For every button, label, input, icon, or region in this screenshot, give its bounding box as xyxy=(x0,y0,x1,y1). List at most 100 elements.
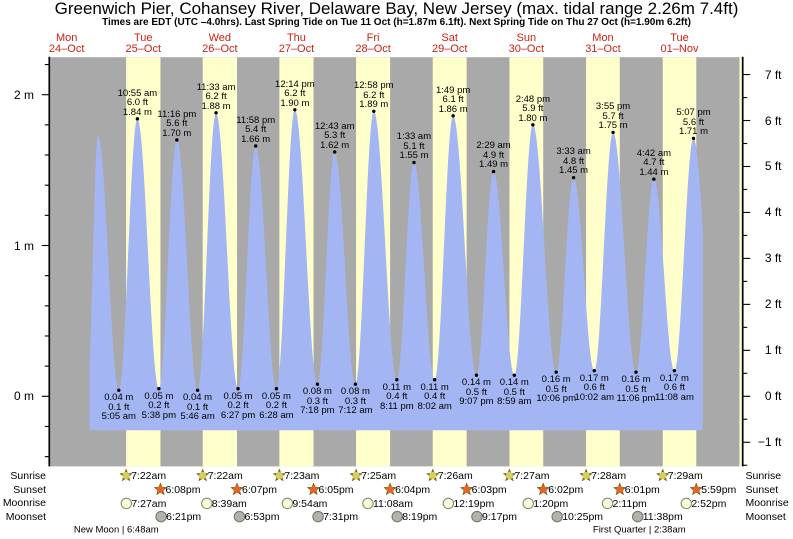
sunset-time: 6:03pm xyxy=(471,484,507,496)
sunset-icon xyxy=(459,482,474,496)
sunrise-time: 7:29am xyxy=(667,470,703,483)
moonset-icon xyxy=(551,510,563,523)
low-tide-time: 9:07 pm xyxy=(459,396,494,408)
sunrise-icon xyxy=(655,468,670,482)
sunset-time: 6:05pm xyxy=(318,484,354,496)
high-tide-height_m: 1.62 m xyxy=(320,139,350,151)
row-label-moonset-left: Moonset xyxy=(5,510,46,523)
low-tide-time: 7:18 pm xyxy=(300,405,335,417)
moonrise-icon xyxy=(281,497,294,510)
sunrise-icon xyxy=(119,468,133,482)
low-tide-height_ft: 0.4 ft xyxy=(424,391,446,403)
high-tide-annotation: 1:49 pm 6.1 ft 1.86 m xyxy=(436,86,470,115)
moon-phase-caption: First Quarter | 2:38am xyxy=(592,524,686,535)
low-tide-height_ft: 0.2 ft xyxy=(227,400,249,412)
high-tide-time: 11:33 am xyxy=(196,81,236,93)
low-tide-time: 7:12 am xyxy=(338,405,373,417)
sunset-time: 6:04pm xyxy=(395,484,431,496)
low-tide-dot xyxy=(117,388,121,392)
high-tide-annotation: 3:33 am 4.8 ft 1.45 m xyxy=(556,147,590,176)
day-label-date: 26–Oct xyxy=(202,43,238,55)
low-tide-height_m: 0.05 m xyxy=(223,390,253,402)
sunrise-icon xyxy=(502,468,517,482)
moonrise-icon xyxy=(120,497,133,510)
sunset-icon xyxy=(612,482,627,496)
row-label-moonset-right: Moonset xyxy=(745,510,786,523)
moonrise-time: 9:54am xyxy=(292,497,328,510)
moonset-icon xyxy=(233,510,246,523)
low-tide-annotation: 0.17 m 0.6 ft 11:08 am xyxy=(655,374,694,403)
moonrise-time: 1:20pm xyxy=(533,497,569,510)
high-tide-height_m: 1.70 m xyxy=(162,127,192,139)
y-axis-label-ft: 5 ft xyxy=(764,159,782,174)
y-axis-label-m: 0 m xyxy=(13,389,34,404)
day-label-date: 01–Nov xyxy=(660,43,699,55)
high-tide-height_m: 1.45 m xyxy=(559,165,589,177)
y-axis-label-ft: −1 ft xyxy=(757,435,782,450)
high-tide-dot xyxy=(691,136,696,141)
day-label: Wed 26–Oct xyxy=(202,32,238,56)
high-tide-dot xyxy=(175,138,179,142)
sunrise-icon xyxy=(195,468,210,482)
row-label-moonrise-right: Moonrise xyxy=(745,497,789,510)
low-tide-height_ft: 0.1 ft xyxy=(187,401,209,413)
day-label-dow: Thu xyxy=(286,31,306,44)
moonrise-time: 8:39am xyxy=(211,497,247,510)
high-tide-dot xyxy=(491,169,496,174)
low-tide-annotation: 0.05 m 0.2 ft 6:27 pm xyxy=(221,392,255,421)
sunset-icon-disc xyxy=(156,485,165,494)
low-tide-dot xyxy=(395,378,399,382)
low-tide-height_m: 0.04 m xyxy=(104,392,134,404)
high-tide-dot xyxy=(253,144,258,148)
row-label-moonrise-left: Moonrise xyxy=(2,497,46,510)
moonset-time: 6:21pm xyxy=(166,511,202,524)
low-tide-height_m: 0.05 m xyxy=(144,390,174,402)
high-tide-annotation: 3:55 pm 5.7 ft 1.75 m xyxy=(596,102,630,131)
moonset-icon xyxy=(631,510,644,523)
moonrise-icon xyxy=(442,497,455,510)
low-tide-height_ft: 0.5 ft xyxy=(625,383,647,395)
high-tide-height_ft: 6.2 ft xyxy=(284,88,306,100)
low-tide-time: 6:28 am xyxy=(259,409,294,421)
low-tide-annotation: 0.05 m 0.2 ft 6:28 am xyxy=(259,392,293,421)
low-tide-dot xyxy=(672,368,677,373)
high-tide-annotation: 10:55 am 6.0 ft 1.84 m xyxy=(118,89,158,118)
low-tide-dot xyxy=(157,387,161,391)
low-tide-height_m: 0.04 m xyxy=(183,392,213,404)
day-label-dow: Tue xyxy=(133,31,153,44)
moonset-time: 9:17pm xyxy=(481,511,517,524)
low-tide-dot xyxy=(592,368,596,373)
low-tide-time: 6:27 pm xyxy=(220,409,256,421)
low-tide-time: 10:06 pm xyxy=(536,393,576,405)
low-tide-height_ft: 0.3 ft xyxy=(344,395,366,407)
high-tide-time: 12:58 pm xyxy=(353,80,394,92)
sunset-time: 6:02pm xyxy=(548,484,584,496)
day-label-date: 29–Oct xyxy=(431,43,468,55)
sunrise-icon-disc xyxy=(352,472,360,480)
moonrise-icon xyxy=(680,497,693,510)
sunset-icon-disc xyxy=(233,485,241,494)
high-tide-height_ft: 6.0 ft xyxy=(126,97,148,109)
high-tide-height_ft: 5.6 ft xyxy=(682,116,705,128)
low-tide-height_m: 0.05 m xyxy=(261,390,291,402)
moonrise-time: 7:27am xyxy=(131,497,167,510)
sunset-icon xyxy=(536,482,551,496)
day-label: Fri 28–Oct xyxy=(355,31,390,56)
sunrise-time: 7:28am xyxy=(591,470,627,483)
sunset-time: 6:08pm xyxy=(165,484,201,496)
high-tide-time: 1:49 pm xyxy=(435,84,471,96)
high-tide-height_ft: 5.4 ft xyxy=(245,124,267,136)
day-label-dow: Mon xyxy=(55,31,78,44)
low-tide-height_m: 0.11 m xyxy=(420,381,449,393)
high-tide-height_m: 1.88 m xyxy=(201,100,231,112)
high-tide-time: 4:42 am xyxy=(636,147,672,159)
low-tide-time: 5:46 am xyxy=(180,411,215,423)
y-axis-label-ft: 3 ft xyxy=(764,251,782,266)
high-tide-annotation: 12:14 pm 6.2 ft 1.90 m xyxy=(275,80,315,109)
day-label-dow: Fri xyxy=(366,31,380,44)
low-tide-dot xyxy=(474,373,479,377)
high-tide-dot xyxy=(571,175,576,180)
sunrise-time: 7:26am xyxy=(437,470,473,483)
sunrise-icon-disc xyxy=(429,472,437,480)
